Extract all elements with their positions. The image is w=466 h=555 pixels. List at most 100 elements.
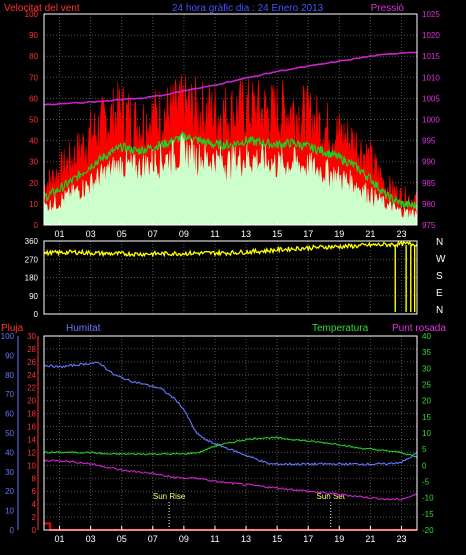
pressure-y-tick-label: 1005 bbox=[422, 94, 440, 103]
wind-y-tick-label: 90 bbox=[29, 31, 38, 40]
wind-series bbox=[43, 51, 418, 226]
wind-y-tick-label: 100 bbox=[25, 10, 39, 19]
pressure-axis-title: Pressió bbox=[371, 3, 405, 14]
temperature-x-label: 13 bbox=[241, 534, 251, 544]
temperature-x-label: 15 bbox=[272, 534, 282, 544]
temperature-x-label: 19 bbox=[334, 534, 344, 544]
direction-y-tick-label: 360 bbox=[25, 237, 39, 246]
humidity-y-tick-label: 10 bbox=[5, 507, 14, 516]
compass-label: S bbox=[436, 271, 443, 282]
wind-x-label: 21 bbox=[365, 229, 375, 239]
rain-axis-title: Pluja bbox=[1, 323, 24, 334]
temperature-y-tick-label: 10 bbox=[422, 429, 431, 438]
sunrise-label: Sun Rise bbox=[153, 492, 186, 501]
sun-events: Sun Rise Sun Set bbox=[153, 492, 346, 530]
humidity-y-tick-label: 80 bbox=[5, 371, 14, 380]
humidity-y-tick-label: 20 bbox=[5, 487, 14, 496]
temperature-y-ticks: 40 35 30 25 20 15 10 5 0 -5 -10 -15 -20 bbox=[422, 332, 434, 535]
rain-y-tick-label: 6 bbox=[32, 487, 37, 496]
direction-panel-frame bbox=[43, 240, 418, 315]
direction-series bbox=[43, 240, 418, 312]
rain-y-tick-label: 12 bbox=[27, 448, 36, 457]
temperature-x-label: 11 bbox=[210, 534, 219, 544]
temperature-line bbox=[43, 436, 418, 458]
wind-x-label: 11 bbox=[210, 229, 219, 239]
temperature-x-labels: 01 03 05 07 09 11 13 15 17 19 21 23 bbox=[55, 526, 406, 544]
direction-y-ticks: 360 270 180 90 0 bbox=[25, 237, 39, 319]
rain-y-tick-label: 18 bbox=[27, 410, 36, 419]
rain-y-tick-label: 2 bbox=[32, 513, 37, 522]
direction-y-tick-label: 90 bbox=[29, 292, 38, 301]
humidity-y-tick-label: 50 bbox=[5, 429, 14, 438]
temperature-x-label: 03 bbox=[86, 534, 96, 544]
rain-y-tick-label: 16 bbox=[27, 423, 36, 432]
rain-y-tick-label: 22 bbox=[27, 384, 36, 393]
dewpoint-axis-title: Punt rosada bbox=[392, 323, 446, 334]
wind-y-tick-label: 0 bbox=[34, 221, 39, 230]
pressure-y-tick-label: 1010 bbox=[422, 73, 440, 82]
compass-label: N bbox=[436, 237, 443, 248]
temperature-x-label: 01 bbox=[55, 534, 65, 544]
temperature-panel: Pluja Humitat Temperatura Punt rosada 10… bbox=[1, 323, 447, 544]
temperature-y-tick-label: 0 bbox=[422, 461, 427, 470]
pressure-y-tick-label: 975 bbox=[422, 221, 436, 230]
temperature-x-label: 21 bbox=[365, 534, 375, 544]
temperature-y-tick-label: 20 bbox=[422, 397, 431, 406]
compass-label: E bbox=[436, 288, 443, 299]
temperature-axis-title: Temperatura bbox=[312, 323, 369, 334]
temperature-y-tick-label: -15 bbox=[422, 510, 434, 519]
rain-y-tick-label: 0 bbox=[32, 526, 37, 535]
temperature-x-label: 05 bbox=[117, 534, 127, 544]
temperature-x-label: 07 bbox=[148, 534, 158, 544]
wind-pressure-panel: Velocitat del vent 24 hora gràfic dia : … bbox=[4, 3, 440, 239]
rain-y-tick-label: 24 bbox=[27, 371, 36, 380]
wind-low-area bbox=[43, 133, 418, 226]
temperature-x-label: 17 bbox=[303, 534, 313, 544]
wind-x-labels: 01 03 05 07 09 11 13 15 17 19 21 23 bbox=[55, 221, 406, 239]
temperature-y-tick-label: -20 bbox=[422, 526, 434, 535]
pressure-y-tick-label: 980 bbox=[422, 200, 436, 209]
pressure-y-tick-label: 1020 bbox=[422, 31, 440, 40]
temperature-y-tick-label: 15 bbox=[422, 413, 431, 422]
wind-average-line bbox=[43, 130, 418, 211]
temperature-y-tick-label: 25 bbox=[422, 381, 431, 390]
humidity-y-tick-label: 90 bbox=[5, 351, 14, 360]
temperature-x-label: 23 bbox=[396, 534, 406, 544]
humidity-y-tick-label: 30 bbox=[5, 468, 14, 477]
wind-x-label: 09 bbox=[179, 229, 189, 239]
temperature-y-tick-label: 35 bbox=[422, 348, 431, 357]
temperature-x-label: 09 bbox=[179, 534, 189, 544]
wind-x-label: 03 bbox=[86, 229, 96, 239]
chart-title: 24 hora gràfic dia : 24 Enero 2013 bbox=[172, 3, 324, 14]
wind-y-tick-label: 40 bbox=[29, 137, 38, 146]
pressure-y-ticks: 1025 1020 1015 1010 1005 1000 995 990 985 980 975 bbox=[422, 10, 440, 230]
temperature-y-tick-label: 5 bbox=[422, 445, 427, 454]
wind-y-tick-label: 80 bbox=[29, 52, 38, 61]
wind-y-tick-label: 20 bbox=[29, 179, 38, 188]
temperature-y-tick-label: -10 bbox=[422, 494, 434, 503]
humidity-y-tick-label: 60 bbox=[5, 410, 14, 419]
wind-y-tick-label: 30 bbox=[29, 158, 38, 167]
humidity-y-tick-label: 0 bbox=[10, 526, 15, 535]
humidity-y-tick-label: 100 bbox=[1, 332, 15, 341]
humidity-line bbox=[43, 361, 418, 466]
temperature-y-tick-label: -5 bbox=[422, 478, 430, 487]
pressure-y-tick-label: 1000 bbox=[422, 116, 440, 125]
rain-y-tick-label: 28 bbox=[27, 345, 36, 354]
wind-x-label: 01 bbox=[55, 229, 65, 239]
wind-x-label: 07 bbox=[148, 229, 158, 239]
wind-x-label: 15 bbox=[272, 229, 282, 239]
temperature-y-tick-label: 40 bbox=[422, 332, 431, 341]
temperature-panel-frame bbox=[43, 335, 418, 531]
humidity-y-tick-label: 70 bbox=[5, 390, 14, 399]
pressure-line bbox=[43, 51, 418, 106]
rain-y-tick-label: 30 bbox=[27, 332, 36, 341]
compass-label: W bbox=[436, 254, 446, 265]
wind-x-label: 13 bbox=[241, 229, 251, 239]
sunset-label: Sun Set bbox=[317, 492, 346, 501]
pressure-y-tick-label: 1025 bbox=[422, 10, 440, 19]
pressure-y-tick-label: 1015 bbox=[422, 52, 440, 61]
